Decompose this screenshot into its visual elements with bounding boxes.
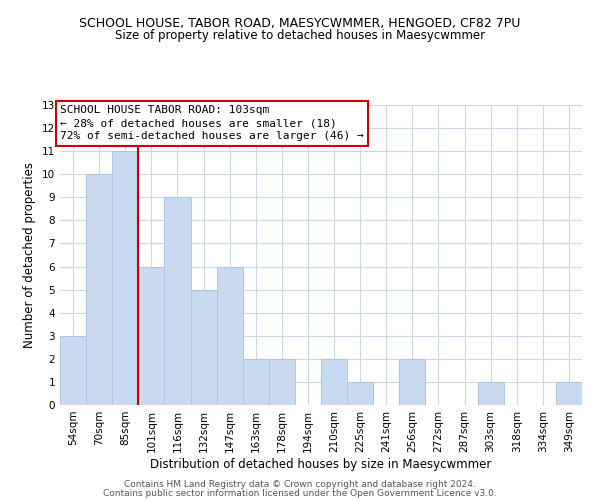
Text: SCHOOL HOUSE, TABOR ROAD, MAESYCWMMER, HENGOED, CF82 7PU: SCHOOL HOUSE, TABOR ROAD, MAESYCWMMER, H… <box>79 18 521 30</box>
Bar <box>400 359 425 405</box>
Bar <box>164 198 191 405</box>
X-axis label: Distribution of detached houses by size in Maesycwmmer: Distribution of detached houses by size … <box>151 458 491 470</box>
Bar <box>139 266 164 405</box>
Bar <box>60 336 86 405</box>
Text: Contains HM Land Registry data © Crown copyright and database right 2024.: Contains HM Land Registry data © Crown c… <box>124 480 476 489</box>
Bar <box>347 382 373 405</box>
Text: Size of property relative to detached houses in Maesycwmmer: Size of property relative to detached ho… <box>115 29 485 42</box>
Bar <box>321 359 347 405</box>
Bar <box>269 359 295 405</box>
Text: SCHOOL HOUSE TABOR ROAD: 103sqm
← 28% of detached houses are smaller (18)
72% of: SCHOOL HOUSE TABOR ROAD: 103sqm ← 28% of… <box>60 105 364 142</box>
Bar <box>112 151 139 405</box>
Text: Contains public sector information licensed under the Open Government Licence v3: Contains public sector information licen… <box>103 488 497 498</box>
Y-axis label: Number of detached properties: Number of detached properties <box>23 162 37 348</box>
Bar <box>242 359 269 405</box>
Bar <box>478 382 504 405</box>
Bar <box>191 290 217 405</box>
Bar <box>217 266 243 405</box>
Bar <box>86 174 112 405</box>
Bar <box>556 382 582 405</box>
